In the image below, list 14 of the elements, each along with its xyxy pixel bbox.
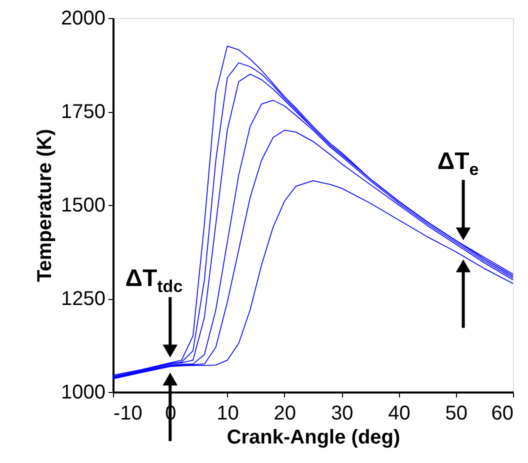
x-tick-label: -10 (114, 402, 142, 424)
x-axis-title: Crank-Angle (deg) (226, 426, 400, 448)
x-tick-label: 30 (330, 402, 354, 424)
y-tick-label: 2000 (61, 8, 106, 30)
y-tick-label: 1500 (61, 194, 106, 216)
y-tick-label: 1000 (61, 382, 106, 404)
x-tick-label: 10 (216, 402, 239, 424)
x-tick-label: 60 (491, 402, 514, 424)
y-tick-label: 1750 (61, 101, 106, 123)
x-tick-label: 20 (274, 402, 296, 424)
y-tick-label: 1250 (61, 288, 106, 310)
x-tick-label: 40 (388, 402, 410, 424)
y-axis-title: Temperature (K) (34, 129, 56, 282)
x-tick-label: 50 (445, 402, 468, 424)
